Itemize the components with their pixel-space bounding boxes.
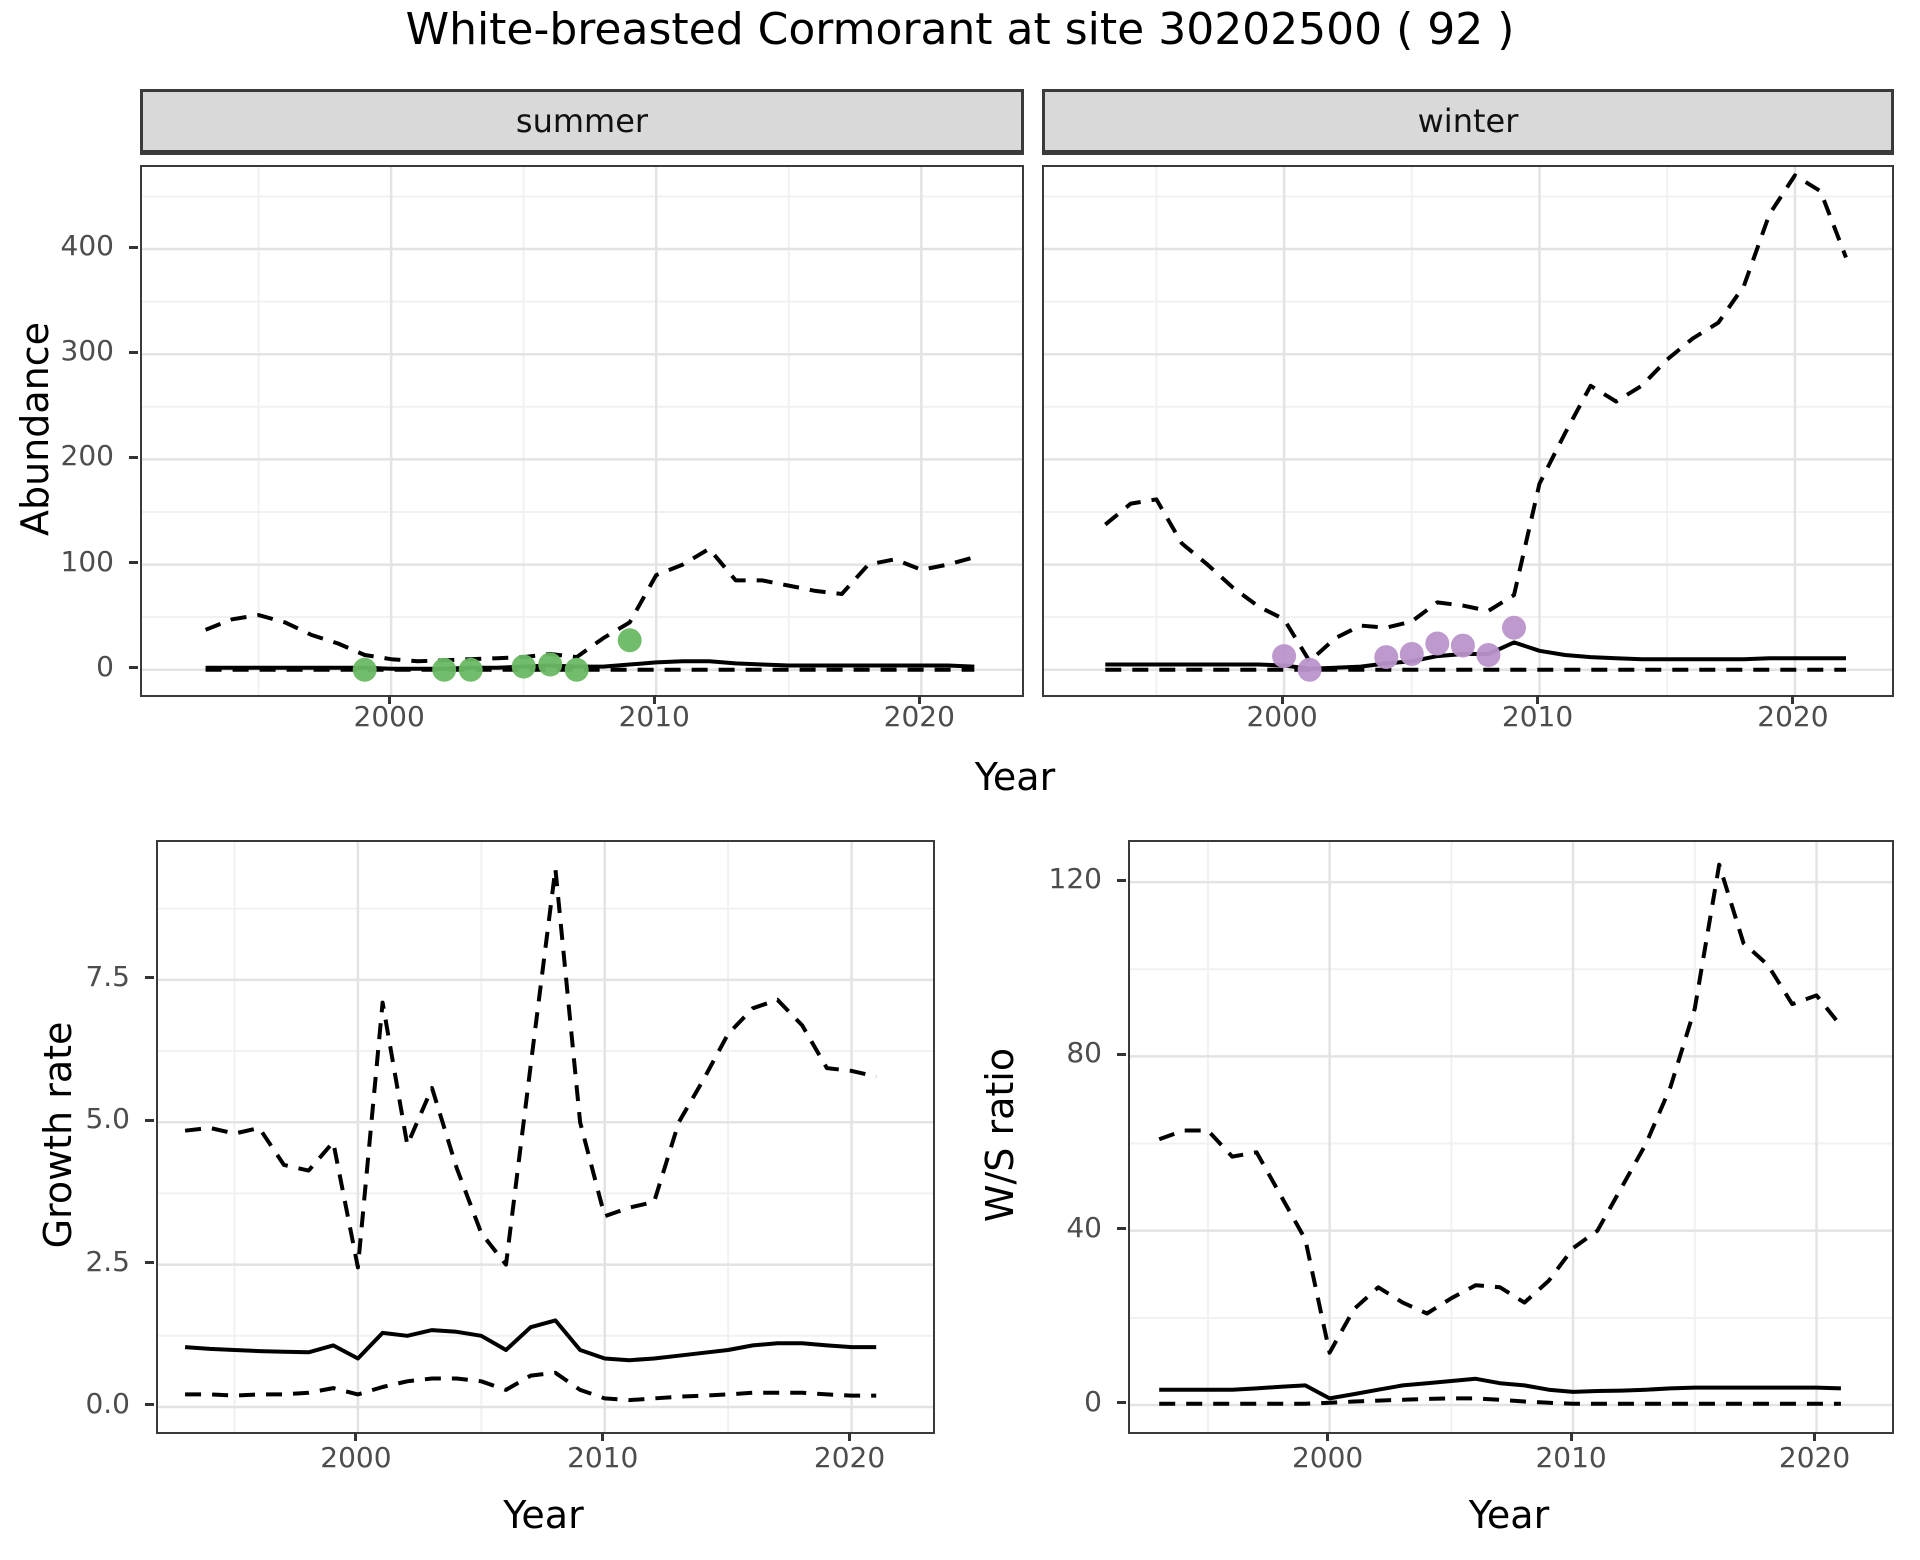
year-axis-title-growth: Year [503,1493,584,1537]
x-tick-label: 2010 [618,700,690,733]
ws-ratio-panel [1128,840,1894,1434]
y-tick-label: 2.5 [85,1244,130,1278]
ws-ratio-axis-title: W/S ratio [978,1047,1022,1223]
x-tick-mark [1536,695,1540,704]
ws-ratio-plot [1130,842,1892,1432]
summer_observations-point [352,657,377,682]
summer_observations-point [432,657,457,682]
x-tick-mark [1280,695,1284,704]
y-tick-mark [145,1261,154,1265]
y-tick-mark [129,350,138,354]
facet-strip-summer-label: summer [515,102,649,140]
x-tick-label: 2000 [353,700,425,733]
y-tick-mark [129,455,138,459]
x-tick-label: 2020 [883,700,955,733]
upper_ci-line [184,866,877,1270]
winter_observations-point [1425,631,1450,656]
y-tick-label: 100 [60,544,114,578]
x-tick-label: 2020 [1757,700,1829,733]
y-tick-mark [129,245,138,249]
winter_observations-point [1374,645,1399,670]
median-line [205,659,975,671]
x-tick-label: 2010 [1535,1441,1607,1474]
winter_observations-point [1476,643,1501,667]
winter_observations-point [1502,615,1526,640]
x-tick-label: 2020 [1778,1441,1851,1474]
winter_observations-point [1450,633,1475,658]
facet-strip-summer: summer [140,89,1024,155]
y-tick-label: 120 [1048,862,1102,896]
y-tick-label: 80 [1066,1036,1102,1070]
y-tick-mark [1117,1227,1126,1231]
y-tick-label: 5.0 [85,1102,130,1136]
x-tick-label: 2020 [813,1441,886,1474]
y-tick-mark [129,666,138,670]
summer-abundance-panel [140,165,1024,697]
x-tick-label: 2000 [320,1441,392,1474]
lower_ci-line [185,1370,877,1403]
y-tick-label: 0.0 [85,1386,130,1420]
y-tick-mark [1117,878,1126,882]
y-tick-label: 40 [1066,1210,1102,1244]
y-tick-label: 0 [1084,1384,1102,1418]
summer_observations-point [617,628,642,653]
upper_ci-line [1104,173,1848,664]
growth-rate-panel [156,840,935,1434]
x-tick-mark [917,695,921,704]
x-tick-mark [601,1432,605,1441]
y-tick-label: 400 [60,229,114,263]
x-tick-mark [1326,1432,1330,1441]
x-tick-mark [1791,695,1795,704]
x-tick-label: 2000 [1291,1441,1364,1474]
y-tick-mark [145,1403,154,1407]
y-tick-mark [145,1118,154,1122]
page-title: White-breasted Cormorant at site 3020250… [405,4,1515,55]
lower_ci-line [1159,1396,1841,1406]
median-line [1105,640,1846,671]
y-tick-mark [1117,1401,1126,1405]
x-tick-mark [1569,1432,1573,1441]
y-tick-label: 300 [60,334,114,368]
summer_observations-point [511,654,536,679]
y-tick-label: 7.5 [85,959,130,993]
upper_ci-line [204,546,975,664]
growth-rate-plot [158,842,933,1432]
x-tick-mark [848,1432,852,1441]
y-tick-mark [145,976,154,980]
summer-abundance-plot [142,167,1022,695]
y-tick-mark [129,561,138,565]
y-tick-mark [1117,1052,1126,1056]
growth-rate-axis-title: Growth rate [36,1021,80,1249]
facet-strip-winter-label: winter [1417,102,1519,140]
x-tick-mark [387,695,391,704]
median-line [184,1318,877,1363]
y-tick-label: 200 [60,439,114,473]
median-line [1159,1376,1841,1401]
winter_observations-point [1297,657,1322,682]
summer_observations-point [538,652,563,677]
x-tick-mark [652,695,656,704]
summer_observations-point [564,657,589,682]
x-tick-label: 2000 [1246,700,1318,733]
x-tick-mark [354,1432,358,1441]
winter_observations-point [1272,644,1297,669]
year-axis-title-top: Year [974,755,1056,799]
x-tick-label: 2010 [567,1441,639,1474]
facet-strip-winter: winter [1042,89,1894,155]
summer_observations-point [458,657,483,682]
upper_ci-line [1158,862,1843,1355]
x-tick-mark [1813,1432,1817,1441]
winter_observations-point [1399,642,1424,666]
x-tick-label: 2010 [1501,700,1574,733]
year-axis-title-ws: Year [1468,1493,1550,1537]
y-tick-label: 0 [96,649,114,683]
winter-abundance-panel [1042,165,1894,697]
winter-abundance-plot [1044,167,1892,695]
